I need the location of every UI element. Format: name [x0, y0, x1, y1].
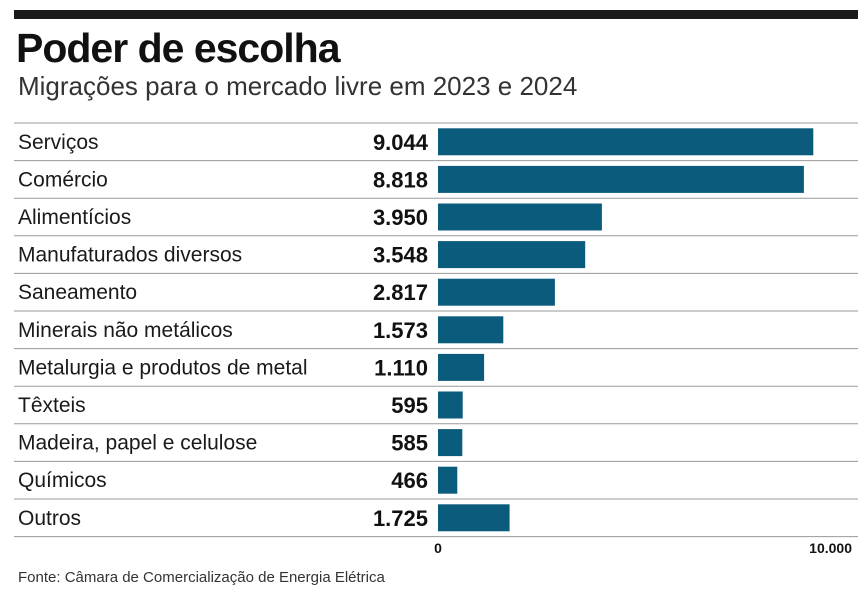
category-label: Serviços: [18, 131, 99, 154]
category-label: Saneamento: [18, 281, 137, 304]
x-axis: 0 10.000: [434, 540, 852, 556]
category-label: Alimentícios: [18, 206, 131, 229]
data-label: 3.548: [373, 243, 428, 268]
x-tick-label: 0: [434, 540, 442, 556]
bar: [438, 316, 504, 344]
bar: [438, 203, 602, 231]
data-label: 2.817: [373, 280, 428, 305]
bar: [438, 466, 458, 494]
chart-title: Poder de escolha: [16, 25, 341, 71]
source-note: Fonte: Câmara de Comercialização de Ener…: [18, 569, 385, 586]
x-tick-label: 10.000: [809, 540, 852, 556]
data-label: 585: [391, 431, 428, 456]
data-label: 595: [391, 393, 428, 418]
category-label: Minerais não metálicos: [18, 319, 233, 342]
data-label: 9.044: [373, 130, 429, 155]
bar: [438, 391, 463, 419]
data-label: 1.725: [373, 506, 428, 531]
data-label: 466: [391, 468, 428, 493]
data-label: 1.573: [373, 318, 428, 343]
category-label: Têxteis: [18, 394, 86, 417]
bar: [438, 504, 510, 532]
bar: [438, 429, 463, 457]
category-label: Metalurgia e produtos de metal: [18, 356, 308, 379]
category-label: Químicos: [18, 469, 107, 492]
category-label: Outros: [18, 507, 81, 530]
bar: [438, 128, 814, 156]
data-label: 1.110: [374, 355, 428, 380]
bar: [438, 353, 485, 381]
bar: [438, 165, 804, 193]
chart-rows: Serviços 9.044 Comércio 8.818 Alimentícios 3.…: [14, 122, 858, 538]
chart-subtitle: Migrações para o mercado livre em 2023 e…: [18, 71, 578, 101]
bar: [438, 241, 586, 269]
category-label: Comércio: [18, 168, 108, 191]
data-label: 8.818: [373, 167, 428, 192]
category-label: Manufaturados diversos: [18, 244, 242, 267]
category-label: Madeira, papel e celulose: [18, 432, 257, 455]
bar: [438, 278, 555, 306]
data-label: 3.950: [373, 205, 428, 230]
top-rule: [14, 10, 858, 19]
